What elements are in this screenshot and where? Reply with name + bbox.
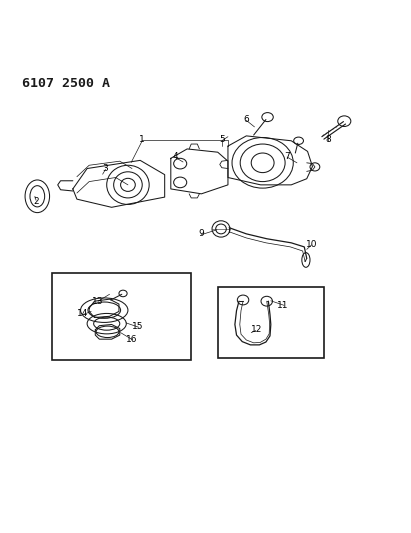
Text: 6: 6 [243, 115, 249, 124]
Text: 15: 15 [132, 322, 144, 331]
Text: 16: 16 [126, 335, 138, 344]
Text: 11: 11 [277, 301, 289, 310]
Text: 10: 10 [306, 239, 317, 248]
Text: 13: 13 [92, 297, 103, 306]
Text: 8: 8 [325, 135, 331, 144]
Text: 12: 12 [251, 325, 262, 334]
Text: 7: 7 [284, 152, 290, 161]
Text: 14: 14 [77, 309, 89, 318]
Text: 2: 2 [33, 197, 39, 206]
Text: 4: 4 [172, 152, 178, 161]
Bar [218, 287, 324, 358]
Text: 3: 3 [103, 164, 109, 173]
Bar [53, 272, 191, 360]
Text: 9: 9 [199, 229, 204, 238]
Text: 6107 2500 A: 6107 2500 A [22, 77, 110, 90]
Text: 1: 1 [139, 135, 145, 144]
Text: 5: 5 [219, 135, 225, 144]
